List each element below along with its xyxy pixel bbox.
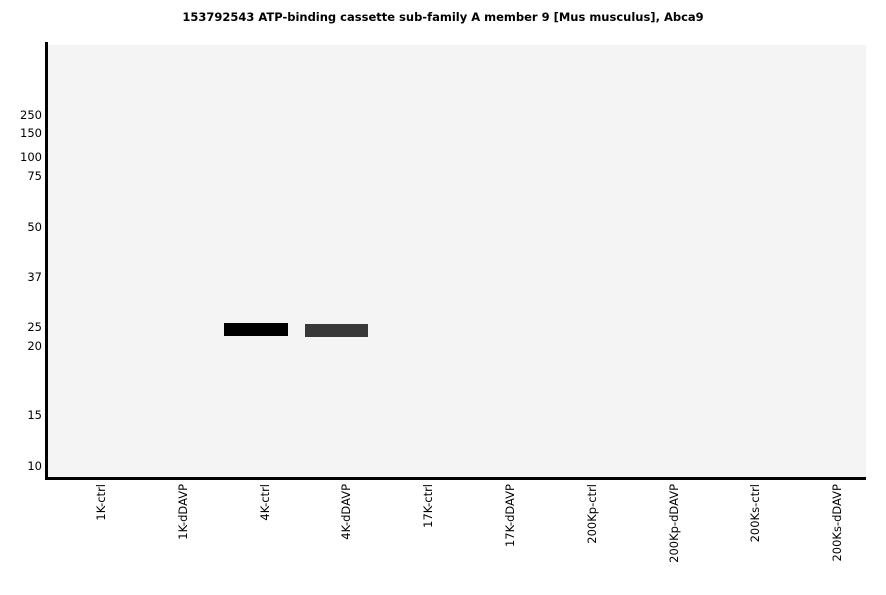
y-axis-tick-label: 100 [20,150,42,164]
y-axis-line [45,42,48,480]
y-axis-tick-label: 37 [27,270,42,284]
y-axis-tick-label: 75 [27,169,42,183]
y-axis-tick-label: 15 [27,408,42,422]
plot-area [48,45,866,477]
x-axis-tick-label: 200Ks-dDAVP [830,484,845,562]
x-axis-tick-label: 200Kp-dDAVP [666,484,681,563]
x-axis-tick-label: 200Kp-ctrl [584,484,599,544]
y-axis-tick-label: 150 [20,126,42,140]
x-axis-tick-label: 1K-ctrl [93,484,108,521]
x-axis-tick-label: 17K-dDAVP [502,484,517,548]
y-axis-tick-label: 25 [27,320,42,334]
x-axis-tick-label: 4K-ctrl [257,484,272,521]
y-axis-tick-label: 10 [27,459,42,473]
x-axis-tick-label: 17K-ctrl [421,484,436,528]
page-title: 153792543 ATP-binding cassette sub-famil… [182,10,704,24]
x-axis-tick-label: 200Ks-ctrl [748,484,763,543]
gel-band [305,324,368,337]
x-axis-tick-label: 1K-dDAVP [175,484,190,540]
x-axis-line [45,477,866,480]
y-axis-tick-label: 250 [20,108,42,122]
y-axis-tick-label: 20 [27,339,42,353]
y-axis-tick-label: 50 [27,220,42,234]
x-axis-tick-label: 4K-dDAVP [339,484,354,540]
gel-band [224,323,288,336]
